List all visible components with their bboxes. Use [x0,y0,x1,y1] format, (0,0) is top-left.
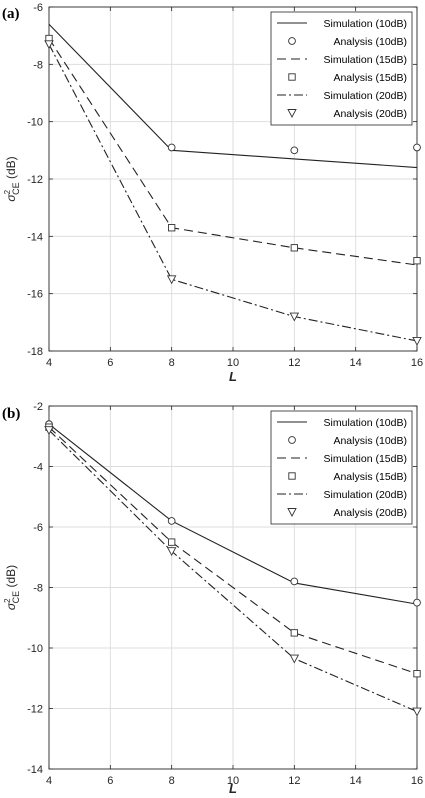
y-tick-label: -14 [27,764,43,776]
legend-box [270,11,413,126]
series-group [49,23,417,342]
x-tick-label: 6 [107,357,113,369]
data-point-series-4 [168,538,176,546]
y-axis-title-symbol: σ [4,194,18,202]
legend-marker-6 [287,508,297,517]
data-point-series-6 [412,707,422,717]
data-point-series-2 [167,143,176,152]
y-tick-label: -12 [27,174,43,186]
legend-marker-4 [288,472,296,480]
y-tick-label: -8 [33,583,43,595]
legend-label-3: Simulation (15dB) [324,453,407,465]
y-tick-label: -8 [33,59,43,71]
x-tick-label: 16 [411,357,423,369]
y-tick-label: -2 [33,401,43,413]
x-tick-label: 8 [169,357,175,369]
data-point-series-6 [166,275,177,285]
series-line-5 [49,429,417,713]
series-line-3 [49,426,417,675]
y-axis-title-symbol: σ [4,602,18,610]
legend-box [270,410,413,525]
legend-label-6: Analysis (20dB) [333,108,407,120]
panel-label: (b) [2,406,20,422]
y-tick-label: -12 [27,704,43,716]
data-point-series-6 [412,337,422,346]
data-point-series-2 [413,143,421,152]
x-axis-title: L [229,369,237,384]
data-point-series-4 [413,670,421,678]
series-group [49,423,417,713]
x-tick-label: 14 [350,357,362,369]
x-tick-label: 4 [46,357,52,369]
legend-marker-2 [288,37,296,45]
y-tick-label: -14 [27,231,43,243]
legend-label-1: Simulation (10dB) [324,417,407,429]
x-tick-label: 12 [288,775,300,787]
legend-marker-2 [288,436,296,444]
y-tick-label: -10 [27,643,43,655]
series-line-1 [49,423,417,605]
data-point-series-6 [44,40,54,50]
data-point-series-2 [290,577,299,586]
data-point-series-2 [413,598,421,607]
legend-label-2: Analysis (10dB) [333,36,407,48]
y-axis-title-subscript: CE [11,591,21,604]
y-tick-label: -18 [27,346,43,358]
y-tick-label: -4 [33,462,43,474]
data-point-series-6 [289,654,300,664]
data-point-series-4 [168,224,176,232]
legend-label-3: Simulation (15dB) [324,54,407,66]
y-axis-title-unit: (dB) [4,565,18,591]
data-point-series-4 [413,257,421,265]
y-tick-label: -6 [33,522,43,534]
data-point-series-6 [166,547,177,557]
data-point-series-2 [290,146,299,155]
legend-label-2: Analysis (10dB) [333,435,407,447]
legend-label-4: Analysis (15dB) [333,72,407,84]
x-tick-label: 10 [227,357,239,369]
y-tick-label: -10 [27,117,43,129]
legend-marker-6 [287,109,297,118]
y-axis-title-superscript: 2 [3,189,12,194]
y-tick-label: -6 [33,2,43,14]
data-point-series-4 [290,244,298,252]
legend-label-5: Simulation (20dB) [324,90,407,102]
series-line-5 [49,44,417,342]
y-axis-title-superscript: 2 [3,598,12,603]
series-line-1 [49,23,417,169]
data-point-series-6 [289,312,300,322]
legend-label-4: Analysis (15dB) [333,471,407,483]
y-axis-title-unit: (dB) [4,156,18,182]
x-tick-label: 10 [227,775,239,787]
y-axis-title-subscript: CE [11,182,21,195]
x-tick-label: 8 [169,775,175,787]
legend-label-5: Simulation (20dB) [324,489,407,501]
x-axis-title: L [229,781,237,796]
data-point-series-6 [44,426,54,436]
data-point-series-4 [290,629,298,637]
legend-label-1: Simulation (10dB) [324,18,407,30]
legend-label-6: Analysis (20dB) [333,507,407,519]
x-tick-label: 14 [350,775,362,787]
x-tick-label: 12 [288,357,300,369]
y-axis-title: σ2CE (dB) [3,156,21,201]
series-line-3 [49,38,417,266]
panel-label: (a) [2,6,20,22]
y-axis-title: σ2CE (dB) [3,565,21,610]
x-tick-label: 16 [411,775,423,787]
data-point-series-2 [167,517,176,525]
legend-marker-4 [288,73,296,81]
y-tick-label: -16 [27,289,43,301]
x-tick-label: 4 [46,775,52,787]
x-tick-label: 6 [107,775,113,787]
